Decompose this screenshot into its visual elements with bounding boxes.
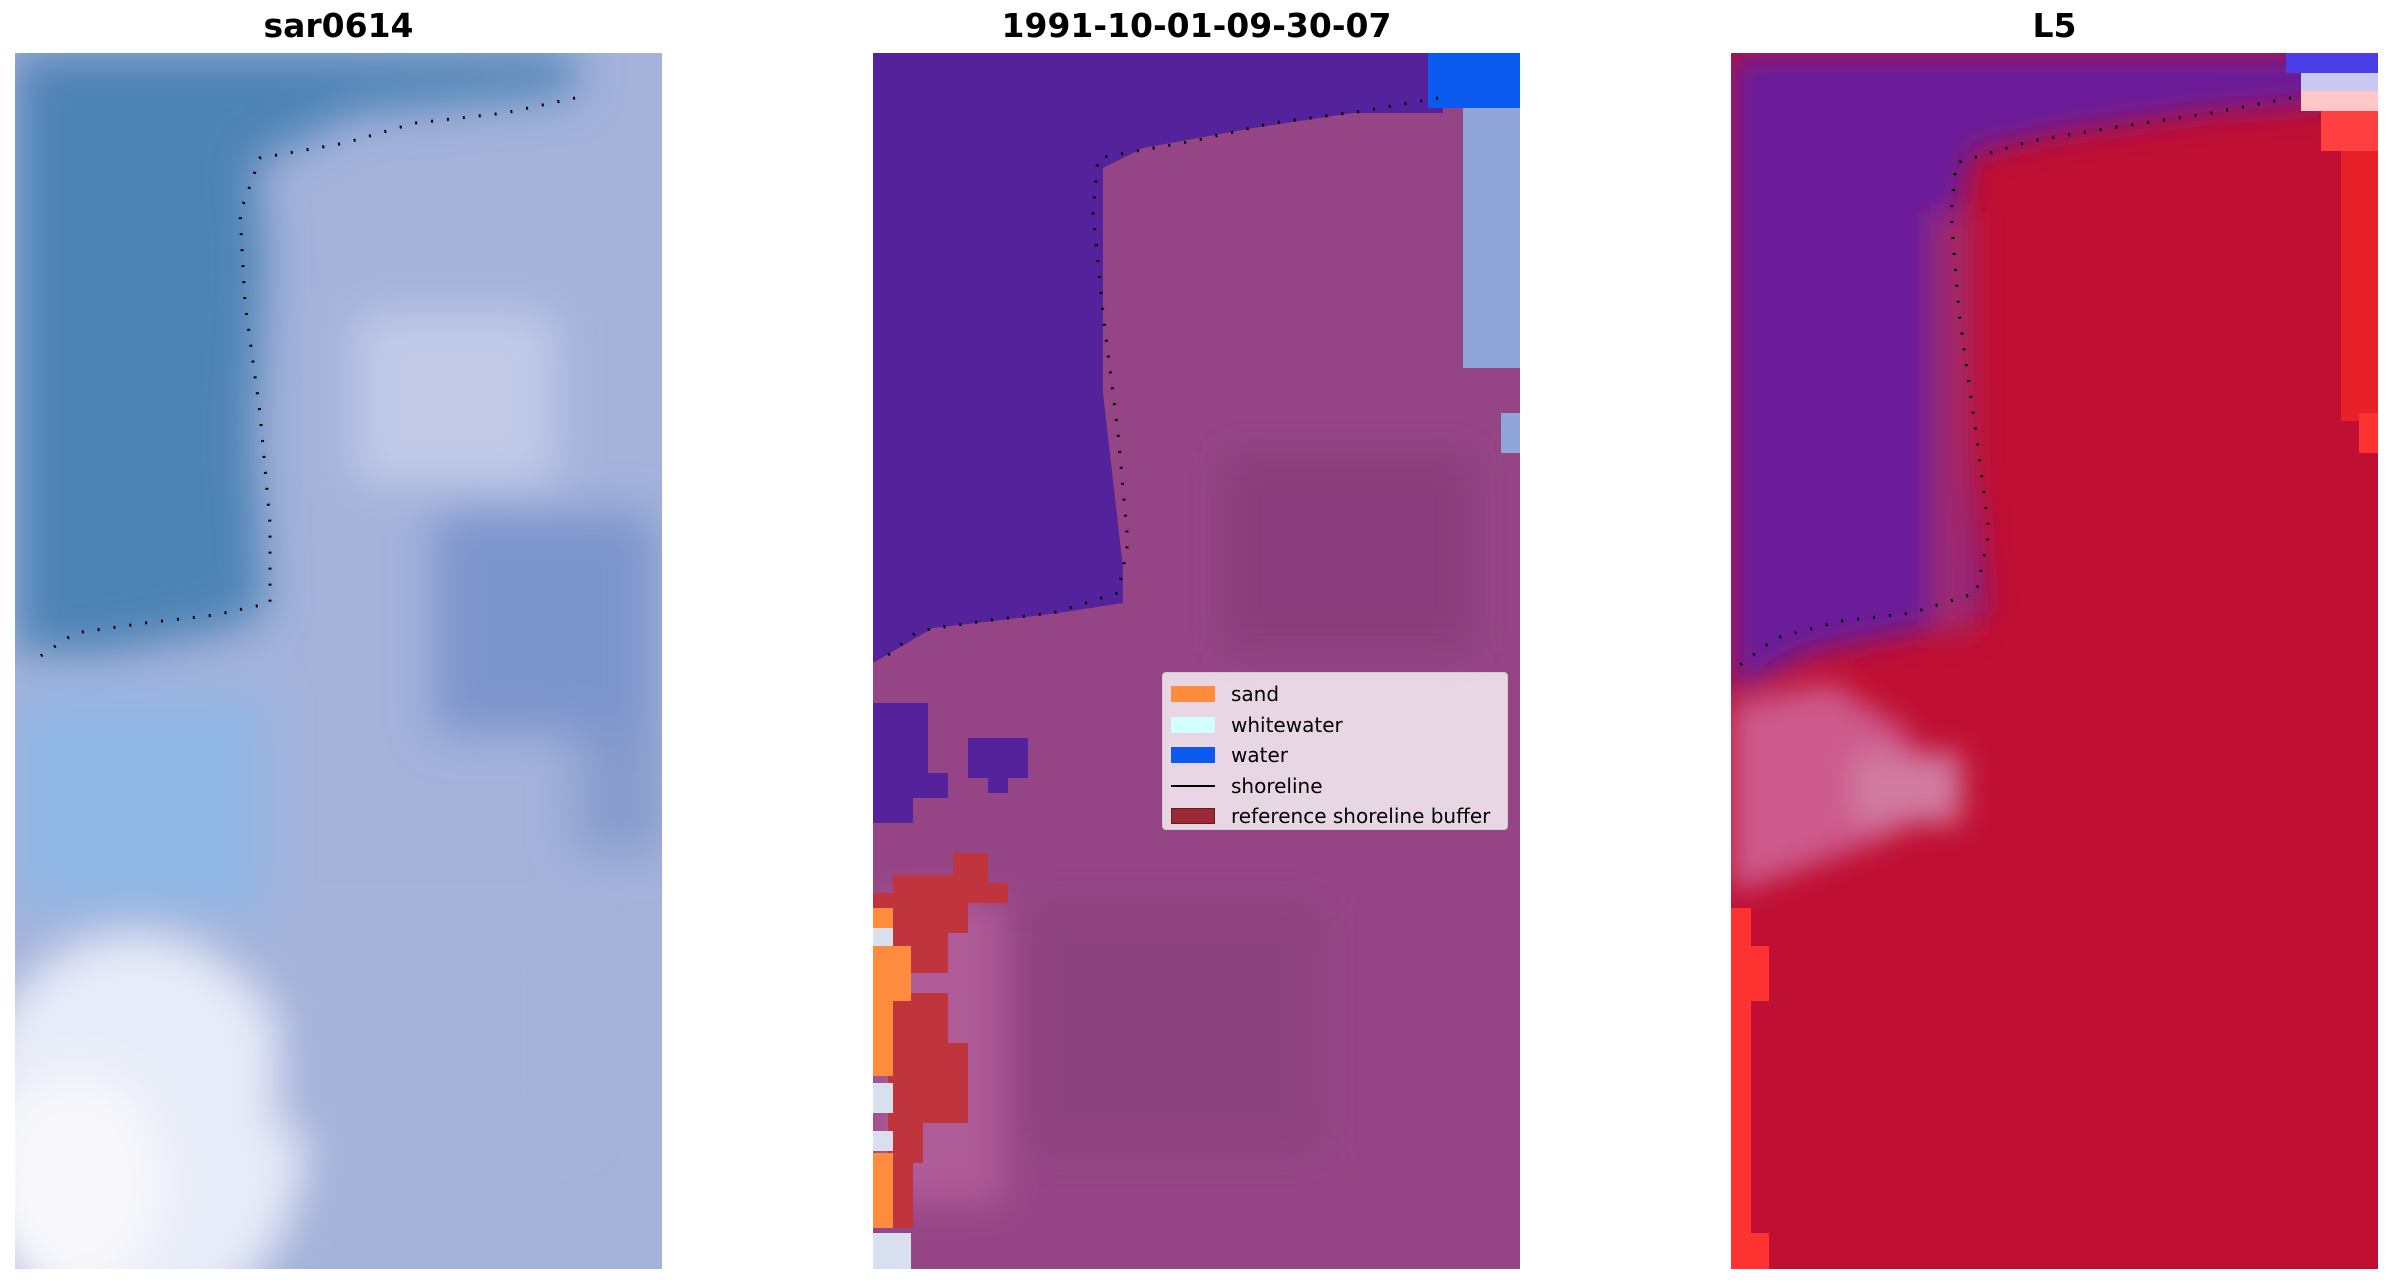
legend-label: sand (1231, 682, 1280, 707)
classified-image (873, 53, 1520, 1269)
shoreline-swatch (1171, 778, 1215, 794)
legend: sand whitewater water shoreline referenc… (1162, 672, 1508, 830)
index-image (1731, 53, 2378, 1269)
legend-label: reference shoreline buffer (1231, 804, 1491, 829)
panel-title-index: L5 (2032, 6, 2077, 45)
classified-image-panel (873, 53, 1520, 1269)
legend-label: whitewater (1231, 712, 1343, 737)
legend-item-buffer: reference shoreline buffer (1163, 801, 1507, 832)
legend-item-shoreline: shoreline (1163, 771, 1507, 802)
panel-title-rgb: sar0614 (263, 6, 414, 45)
buffer-swatch (1171, 808, 1215, 825)
legend-item-sand: sand (1163, 679, 1507, 710)
panel-title-classified: 1991-10-01-09-30-07 (1001, 6, 1392, 45)
index-image-panel (1731, 53, 2378, 1269)
rgb-image (15, 53, 662, 1269)
rgb-image-panel (15, 53, 662, 1269)
legend-item-water: water (1163, 740, 1507, 771)
water-swatch (1171, 747, 1215, 764)
sand-swatch (1171, 686, 1215, 703)
legend-label: shoreline (1231, 773, 1323, 798)
legend-label: water (1231, 743, 1288, 768)
whitewater-swatch (1171, 716, 1215, 733)
legend-item-whitewater: whitewater (1163, 710, 1507, 741)
